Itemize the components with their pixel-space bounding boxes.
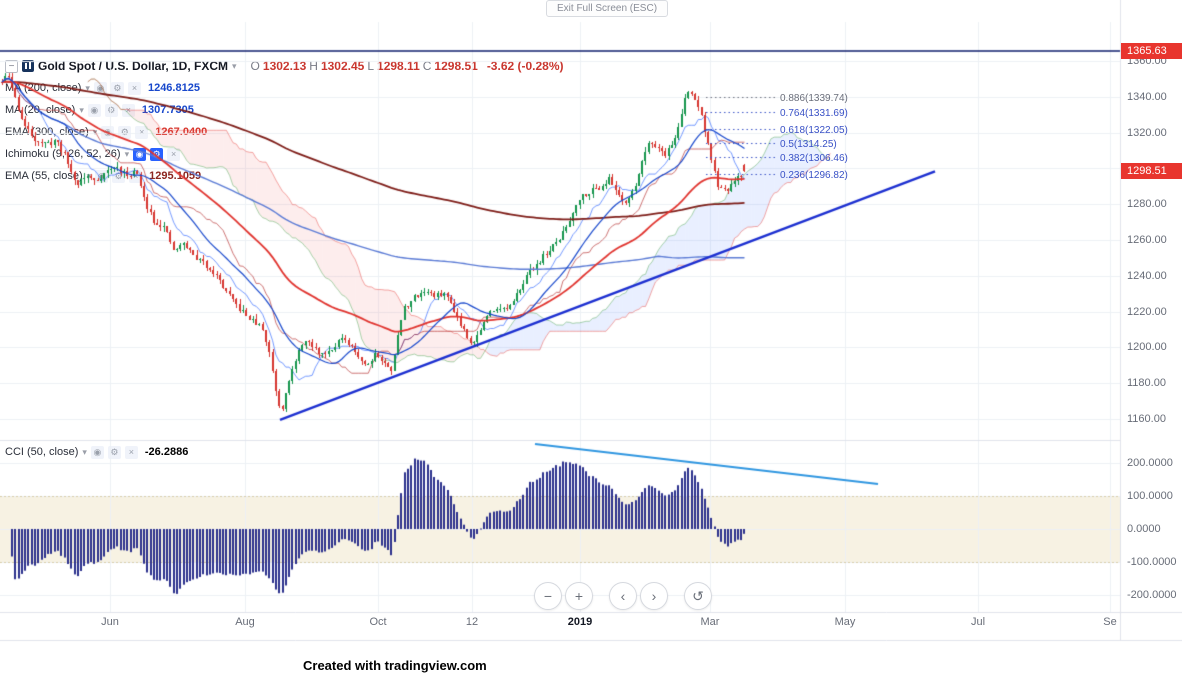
scroll-left-button[interactable]: ‹	[609, 582, 637, 610]
time-axis-label: May	[834, 616, 856, 628]
cci-axis-label: -200.0000	[1127, 589, 1177, 601]
price-axis-label: 1200.00	[1127, 341, 1167, 354]
time-axis-label: Aug	[235, 616, 255, 628]
zoom-in-button[interactable]: +	[565, 582, 593, 610]
fib-level-label: 0.886(1339.74)	[780, 93, 848, 105]
time-axis-label: 2019	[567, 616, 593, 628]
price-axis-label: 1160.00	[1127, 413, 1166, 426]
time-axis-label: Oct	[369, 616, 387, 628]
price-axis-label: 1260.00	[1127, 234, 1167, 247]
time-axis-label: Se	[1103, 616, 1117, 628]
price-axis-label: 1240.00	[1127, 269, 1167, 282]
cci-axis-label: 100.0000	[1127, 490, 1173, 502]
exit-fullscreen-button[interactable]: Exit Full Screen (ESC)	[546, 0, 669, 17]
scroll-right-button[interactable]: ›	[640, 582, 668, 610]
fib-level-label: 0.5(1314.25)	[780, 138, 837, 150]
time-axis-label: Mar	[700, 616, 720, 628]
price-axis-label: 1180.00	[1127, 377, 1166, 390]
price-axis-label: 1220.00	[1127, 305, 1167, 318]
fib-level-label: 0.236(1296.82)	[780, 170, 848, 182]
price-axis-label: 1340.00	[1127, 90, 1167, 103]
horizontal-line-price-badge: 1365.63	[1121, 42, 1182, 59]
credit-text: Created with tradingview.com	[303, 658, 487, 673]
current-price-badge: 1298.51	[1121, 163, 1182, 180]
time-axis-label: 12	[465, 616, 479, 628]
fib-level-label: 0.382(1306.46)	[780, 152, 848, 164]
price-axis-label: 1320.00	[1127, 126, 1167, 139]
time-axis-label: Jun	[101, 616, 119, 628]
cci-axis-label: 0.0000	[1127, 523, 1161, 535]
price-axis-label: 1280.00	[1127, 198, 1167, 211]
fib-level-label: 0.618(1322.05)	[780, 124, 848, 136]
zoom-out-button[interactable]: −	[534, 582, 562, 610]
reset-chart-button[interactable]: ↺	[684, 582, 712, 610]
time-axis-label: Jul	[970, 616, 986, 628]
cci-axis-label: -100.0000	[1127, 556, 1177, 568]
fib-level-label: 0.764(1331.69)	[780, 107, 848, 119]
cci-axis-label: 200.0000	[1127, 457, 1173, 469]
